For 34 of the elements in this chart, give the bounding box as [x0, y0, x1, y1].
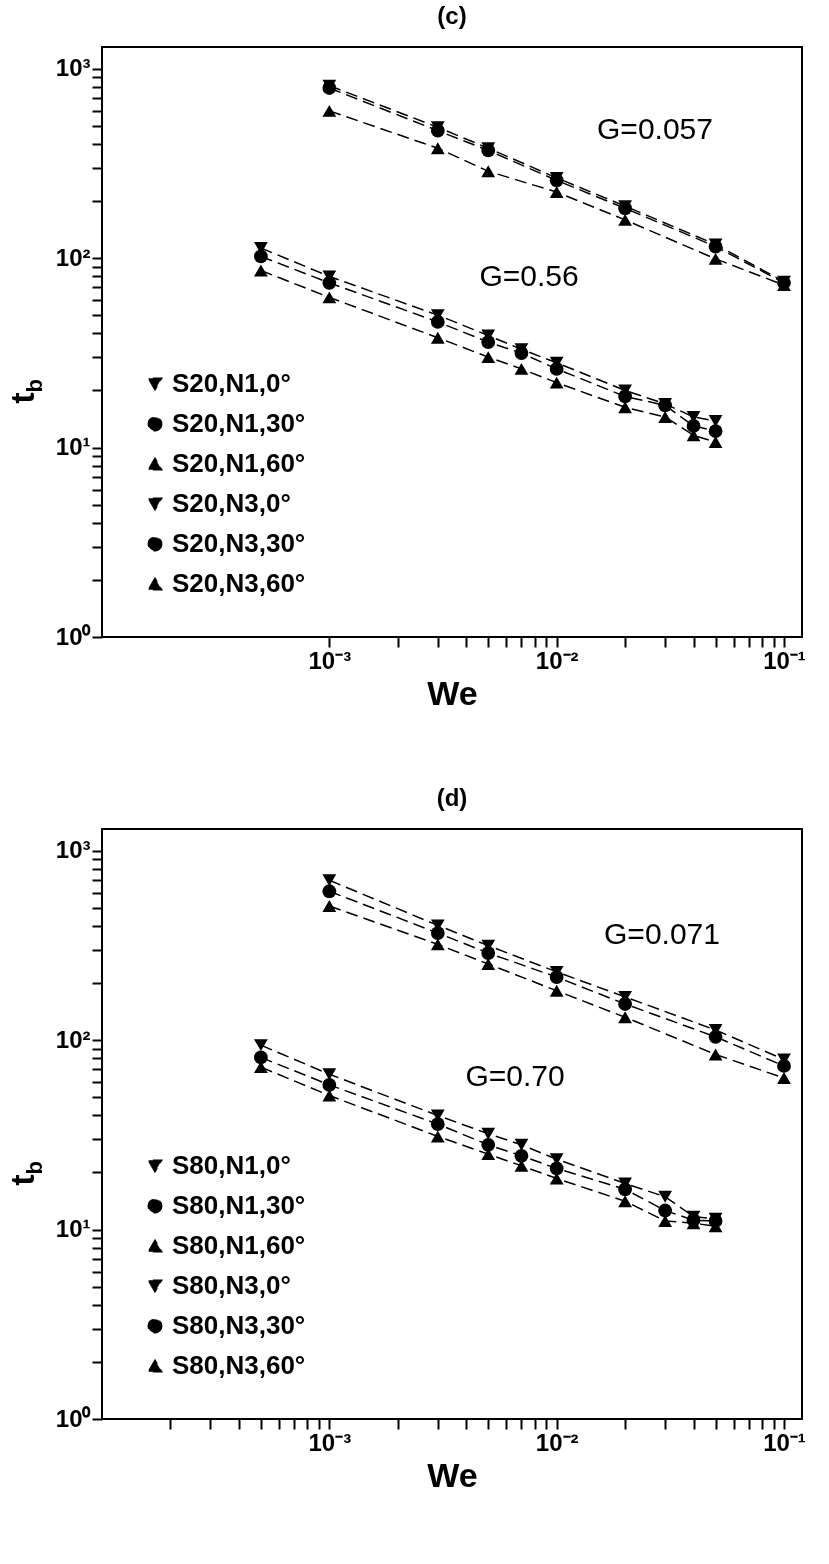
legend-label: S80,N3,0°	[172, 1270, 291, 1300]
x-tick-label: 10⁻²	[535, 1428, 579, 1456]
y-tick-label: 10⁰	[55, 622, 92, 650]
x-tick-label: 10⁻³	[308, 1428, 352, 1456]
legend-label: S20,N1,60°	[172, 448, 306, 478]
annotation: G=0.70	[465, 1058, 565, 1092]
y-tick-label: 10³	[55, 836, 91, 864]
y-tick-label: 10³	[55, 54, 91, 82]
y-tick-label: 10⁰	[55, 1404, 92, 1432]
y-tick-label: 10²	[55, 1025, 91, 1053]
legend-label: S80,N3,60°	[172, 1350, 306, 1380]
y-tick-label: 10¹	[55, 1215, 91, 1243]
annotation: G=0.56	[479, 259, 579, 293]
y-tick-label: 10¹	[55, 433, 91, 461]
chart-title: (c)	[437, 2, 467, 29]
x-tick-label: 10⁻¹	[763, 1428, 806, 1456]
x-tick-label: 10⁻³	[308, 646, 352, 674]
legend-label: S20,N1,0°	[172, 368, 291, 398]
legend-label: S20,N3,0°	[172, 488, 291, 518]
y-tick-label: 10²	[55, 243, 91, 271]
annotation: G=0.071	[604, 917, 720, 951]
legend-label: S80,N3,30°	[172, 1310, 306, 1340]
legend-label: S80,N1,0°	[172, 1150, 291, 1180]
x-tick-label: 10⁻¹	[763, 646, 806, 674]
legend-label: S20,N1,30°	[172, 408, 306, 438]
x-axis-title: We	[427, 673, 478, 712]
chart-title: (d)	[436, 784, 468, 811]
legend-label: S20,N3,30°	[172, 528, 306, 558]
annotation: G=0.057	[597, 111, 713, 145]
legend-label: S20,N3,60°	[172, 568, 306, 598]
x-tick-label: 10⁻²	[535, 646, 579, 674]
x-axis-title: We	[427, 1455, 478, 1494]
legend-label: S80,N1,30°	[172, 1190, 306, 1220]
legend-label: S80,N1,60°	[172, 1230, 306, 1260]
